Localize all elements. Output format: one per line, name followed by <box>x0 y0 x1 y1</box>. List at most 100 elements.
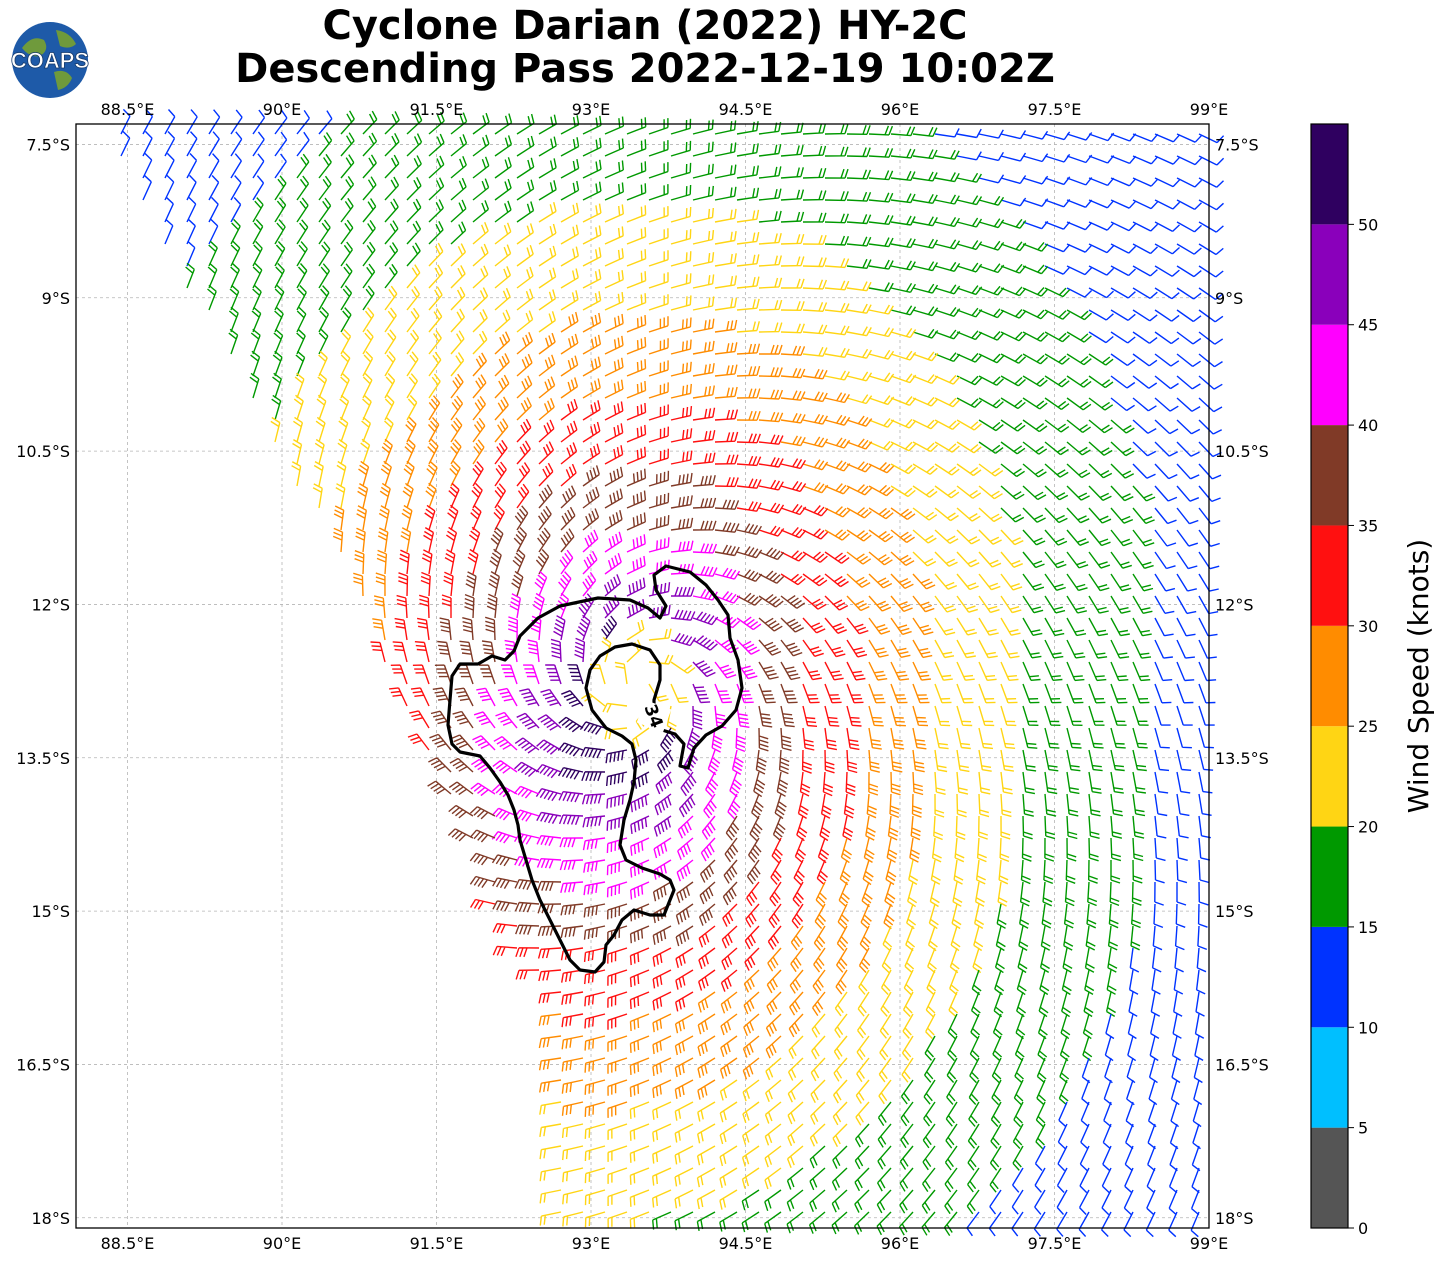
wind-barb <box>582 837 606 851</box>
wind-barb <box>450 286 466 311</box>
wind-barb <box>186 196 197 223</box>
wind-barb <box>1066 243 1093 253</box>
wind-barb <box>881 947 892 974</box>
lat-tick-label-right: 9°S <box>1215 289 1243 308</box>
wind-barb <box>719 1079 738 1101</box>
wind-barb <box>560 442 578 465</box>
wind-barb <box>495 711 518 729</box>
wind-barb <box>858 947 871 973</box>
wind-barb <box>252 131 265 157</box>
wind-barb <box>1154 441 1179 457</box>
wind-barb <box>630 837 650 856</box>
wind-barb <box>353 572 364 597</box>
wind-barb <box>582 203 602 223</box>
wind-barb <box>753 771 766 798</box>
wind-barb <box>725 815 740 841</box>
wind-barb <box>582 225 602 245</box>
wind-barb <box>856 1057 870 1083</box>
wind-barb <box>802 528 829 540</box>
wind-barb <box>582 508 600 531</box>
wind-barb <box>912 126 938 137</box>
wind-barb <box>956 151 982 161</box>
wind-barb <box>230 153 242 179</box>
colorbar-tick-label: 5 <box>1358 1119 1368 1138</box>
wind-barb <box>1088 309 1114 321</box>
wind-barb <box>626 249 647 267</box>
wind-barb <box>1175 903 1186 928</box>
wind-barb <box>1000 241 1027 252</box>
wind-barb <box>406 198 422 223</box>
wind-barb <box>558 571 572 597</box>
wind-barb <box>890 617 912 636</box>
wind-barb <box>697 1035 716 1057</box>
wind-barb <box>808 1211 826 1234</box>
wind-barb <box>868 462 895 474</box>
wind-barb <box>1022 287 1049 297</box>
wind-barb <box>444 549 456 575</box>
wind-barb <box>1110 397 1135 412</box>
wind-barb <box>296 263 308 289</box>
wind-barb <box>868 529 894 543</box>
wind-barb <box>890 170 916 181</box>
colorbar-bin <box>1311 224 1348 325</box>
wind-barb <box>758 593 784 608</box>
wind-barb <box>603 574 622 597</box>
wind-barb <box>978 240 1005 251</box>
wind-barb <box>868 327 894 338</box>
wind-barb <box>846 394 873 405</box>
wind-barb <box>868 617 891 635</box>
wind-barb <box>868 395 895 406</box>
wind-barb <box>583 881 606 896</box>
wind-barb <box>723 859 738 884</box>
wind-barb <box>1103 1079 1113 1106</box>
wind-barb <box>1110 353 1136 366</box>
wind-barb <box>789 991 804 1016</box>
wind-barb <box>425 482 437 509</box>
wind-barb <box>295 350 306 377</box>
wind-barb <box>742 1079 760 1102</box>
wind-barb <box>186 174 197 201</box>
wind-barb <box>1198 331 1224 345</box>
wind-barb <box>1081 1079 1090 1106</box>
wind-barb <box>978 263 1005 274</box>
wind-barb <box>846 727 860 751</box>
wind-barb <box>927 947 937 974</box>
wind-barb <box>692 683 711 704</box>
wind-barb <box>968 1101 980 1127</box>
wind-barb <box>990 1101 1002 1127</box>
wind-barb <box>491 831 518 844</box>
wind-barb <box>1154 507 1177 525</box>
wind-barb <box>912 617 934 636</box>
wind-barb <box>472 417 486 443</box>
wind-barb <box>934 639 955 659</box>
wind-barb <box>802 190 827 201</box>
wind-barb <box>697 1123 716 1144</box>
wind-barb <box>416 617 430 641</box>
lat-tick-label-right: 13.5°S <box>1215 749 1269 768</box>
wind-barb <box>969 1035 980 1062</box>
wind-barb <box>428 133 445 157</box>
wind-barb <box>1194 1035 1204 1062</box>
wind-barb <box>1044 463 1069 478</box>
wind-barb <box>428 373 441 399</box>
wind-barb <box>780 458 806 470</box>
wind-barb <box>509 593 521 619</box>
wind-barb <box>472 243 489 267</box>
wind-barb <box>494 418 509 443</box>
wind-barb <box>900 1101 914 1127</box>
wind-barb <box>670 140 692 157</box>
wind-barb <box>1088 639 1108 659</box>
wind-barb <box>362 285 375 311</box>
wind-barb <box>802 234 827 245</box>
wind-barb <box>1044 705 1061 726</box>
wind-barb <box>1088 815 1100 839</box>
wind-barb <box>428 351 442 377</box>
wind-barb <box>1056 1211 1068 1237</box>
wind-barb <box>120 130 131 157</box>
wind-barb <box>1154 793 1168 817</box>
wind-barb <box>956 307 983 318</box>
wind-barb <box>949 947 960 974</box>
wind-barb <box>978 218 1005 229</box>
wind-barb <box>670 339 692 355</box>
wind-barb <box>540 688 562 707</box>
